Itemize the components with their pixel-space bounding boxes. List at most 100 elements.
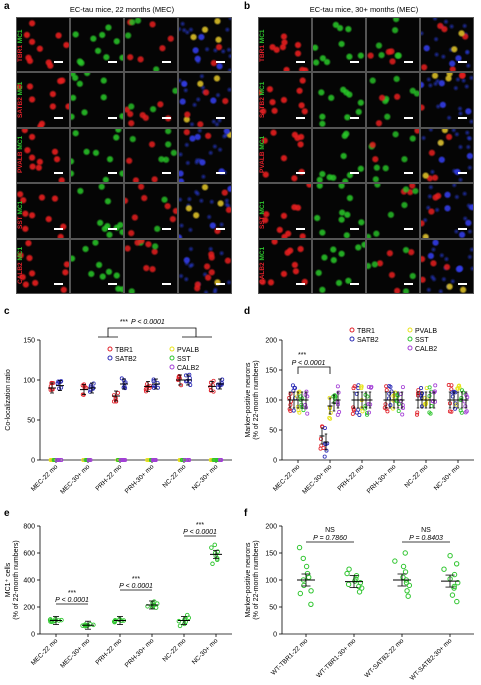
- sig-text: P < 0.0001: [55, 597, 89, 604]
- marker-label: SST: [259, 214, 266, 229]
- micrograph-cell: [178, 238, 232, 294]
- data-point: [346, 566, 352, 572]
- data-point: [400, 403, 405, 408]
- legend-label: CALB2: [177, 365, 199, 372]
- data-point: [335, 412, 340, 417]
- micrograph-cell: [312, 238, 366, 294]
- sig-text: P < 0.0001: [183, 529, 217, 536]
- data-point: [308, 588, 314, 594]
- x-tick-label: PRH-30+ mo: [366, 463, 398, 495]
- marker-label: TBR1: [259, 43, 266, 63]
- data-point: [432, 389, 437, 394]
- y-axis-label: Marker-positive neurons: [245, 542, 252, 618]
- data-point: [87, 457, 92, 462]
- panel-title-b: EC-tau mice, 30+ months (MEC): [309, 5, 419, 14]
- micrograph-cell: [16, 183, 70, 239]
- data-point: [419, 386, 424, 391]
- data-point: [318, 436, 323, 441]
- y-tick-label: 600: [23, 551, 35, 558]
- micrograph-cell: [258, 238, 312, 294]
- x-tick-label: PRH-30+ mo: [124, 463, 156, 495]
- data-point: [449, 592, 456, 598]
- x-tick-label: PRH-22 mo: [336, 463, 365, 492]
- micrograph-cell: [258, 72, 312, 128]
- data-point: [177, 623, 183, 629]
- data-point: [184, 373, 189, 378]
- x-tick-label: PRH-22 mo: [94, 637, 123, 666]
- data-point: [150, 457, 155, 462]
- data-point: [350, 411, 355, 416]
- micrograph-cell: [70, 72, 124, 128]
- micrograph-cell: [124, 17, 178, 73]
- data-point: [327, 415, 332, 420]
- scale-bar: [108, 282, 117, 285]
- sig-stars: ***: [132, 576, 140, 583]
- data-point: [385, 409, 390, 414]
- data-point: [455, 580, 461, 586]
- scale-bar: [350, 282, 359, 285]
- data-point: [335, 384, 340, 389]
- scale-bar: [296, 61, 305, 64]
- scale-bar: [296, 282, 305, 285]
- x-tick-label: PRH-22 mo: [94, 463, 123, 492]
- data-point: [328, 416, 333, 421]
- data-point: [463, 404, 468, 409]
- data-point: [144, 382, 149, 387]
- data-point: [359, 386, 364, 391]
- y-axis-label: (% of 22-month numbers): [13, 540, 20, 619]
- data-point: [384, 388, 389, 393]
- y-tick-label: 50: [269, 428, 277, 435]
- micrograph-cell: [312, 127, 366, 184]
- micrograph-cell: [258, 183, 312, 239]
- scale-bar: [108, 61, 117, 64]
- x-tick-label: WT-TBR1-22 mo: [270, 637, 310, 677]
- data-point: [454, 598, 460, 605]
- micrograph-cell: [16, 127, 70, 184]
- data-point: [357, 412, 362, 417]
- data-point: [369, 384, 374, 389]
- micrograph-cell: [366, 127, 420, 184]
- data-point: [88, 383, 93, 388]
- sig-ns: NS: [325, 527, 335, 534]
- micrograph-cell: [312, 183, 366, 239]
- scale-bar: [162, 282, 171, 285]
- micrograph-row-label: SST MC1: [259, 200, 266, 228]
- data-point: [365, 412, 370, 417]
- y-tick-label: 200: [265, 338, 277, 345]
- scale-bar: [404, 116, 413, 119]
- marker-label: SATB2: [259, 95, 266, 118]
- data-point: [299, 402, 304, 407]
- panel-letter-a: a: [4, 1, 10, 12]
- x-tick-label: NC-22 mo: [404, 463, 430, 489]
- y-tick-label: 50: [27, 418, 35, 425]
- data-point: [305, 411, 310, 416]
- legend-label: SST: [415, 337, 429, 344]
- scale-bar: [54, 61, 63, 64]
- y-tick-label: 0: [31, 458, 35, 465]
- data-point: [303, 402, 308, 407]
- data-point: [117, 617, 122, 623]
- data-point: [419, 394, 424, 399]
- micrograph-cell: [70, 238, 124, 294]
- data-point: [402, 569, 409, 575]
- x-tick-label: WT-SATB2-22 mo: [364, 637, 406, 679]
- legend-marker: [349, 336, 355, 342]
- data-point: [176, 618, 182, 624]
- data-point: [459, 395, 464, 400]
- counterstain-label: MC1: [17, 136, 24, 150]
- data-point: [308, 601, 314, 608]
- data-point: [177, 375, 182, 380]
- data-point: [447, 553, 453, 559]
- micrograph-cell: [312, 17, 366, 73]
- data-point: [56, 457, 61, 462]
- micrograph-cell: [178, 72, 232, 128]
- data-point: [390, 406, 395, 411]
- data-point: [414, 412, 419, 417]
- y-tick-label: 400: [23, 578, 35, 585]
- legend-label: TBR1: [115, 347, 133, 354]
- data-point: [296, 408, 301, 413]
- y-tick-label: 0: [273, 632, 277, 639]
- data-point: [324, 448, 329, 453]
- data-point: [345, 581, 352, 588]
